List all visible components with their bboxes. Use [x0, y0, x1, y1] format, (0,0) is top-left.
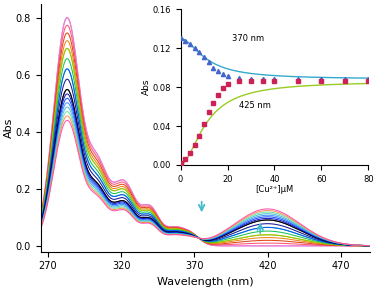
X-axis label: Wavelength (nm): Wavelength (nm)	[157, 277, 254, 287]
Y-axis label: Abs: Abs	[4, 118, 14, 138]
